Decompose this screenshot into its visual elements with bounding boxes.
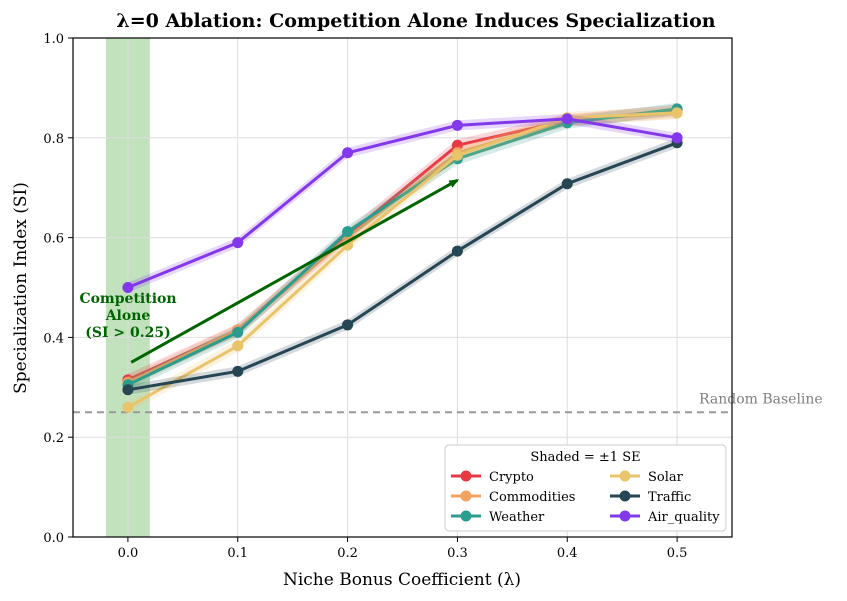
chart-title: λ=0 Ablation: Competition Alone Induces … bbox=[116, 10, 715, 32]
legend-item: Crypto bbox=[451, 470, 534, 485]
y-tick-label: 0.0 bbox=[43, 531, 64, 546]
legend-label: Solar bbox=[648, 470, 684, 485]
series-traffic bbox=[122, 137, 683, 396]
data-point bbox=[232, 237, 244, 249]
plot-frame bbox=[72, 37, 733, 538]
data-point bbox=[342, 226, 354, 238]
series-line bbox=[127, 141, 678, 392]
annotation-text-line: Alone bbox=[105, 308, 151, 324]
axes-layer: 0.0 0.1 0.2 0.3 0.4 0.5 0.0 0.2 0.4 0.6 0.8 1.0 bbox=[43, 32, 733, 561]
legend-label: Crypto bbox=[489, 470, 534, 485]
legend-label: Air_quality bbox=[647, 510, 720, 525]
data-point bbox=[451, 245, 463, 257]
series-air-quality bbox=[122, 113, 683, 293]
data-point bbox=[232, 326, 244, 338]
legend-item: Traffic bbox=[610, 490, 691, 505]
annotation-text-line: Competition bbox=[79, 291, 176, 307]
y-tick-label: 0.4 bbox=[43, 331, 64, 346]
data-point bbox=[122, 384, 134, 396]
random-baseline-label: Random Baseline bbox=[699, 391, 823, 407]
legend-swatch-marker bbox=[460, 510, 472, 522]
series-layer bbox=[122, 102, 683, 414]
legend-item: Commodities bbox=[451, 490, 575, 505]
se-band bbox=[127, 106, 678, 414]
baseline-layer: Random Baseline bbox=[73, 391, 823, 414]
y-tick-label: 1.0 bbox=[43, 32, 64, 47]
data-point bbox=[122, 282, 134, 293]
data-point bbox=[671, 107, 683, 119]
annotation-arrow bbox=[130, 178, 460, 364]
data-point bbox=[342, 319, 354, 331]
data-point bbox=[561, 178, 573, 190]
legend-label: Weather bbox=[489, 510, 545, 525]
series-line bbox=[127, 117, 678, 289]
legend-swatch-marker bbox=[619, 490, 631, 502]
x-tick-label: 0.4 bbox=[557, 546, 578, 561]
annotation-text-line: (SI > 0.25) bbox=[85, 325, 170, 341]
data-point bbox=[232, 365, 244, 377]
legend-swatch-marker bbox=[619, 510, 631, 522]
x-tick-label: 0.0 bbox=[118, 546, 139, 561]
y-axis-label: Specialization Index (SI) bbox=[11, 182, 31, 394]
series-line bbox=[127, 111, 678, 409]
data-point bbox=[122, 401, 134, 413]
data-point bbox=[671, 132, 683, 144]
series-weather bbox=[122, 102, 683, 391]
x-tick-label: 0.5 bbox=[667, 546, 688, 561]
data-point bbox=[451, 149, 463, 161]
legend-label: Commodities bbox=[489, 490, 575, 505]
legend-label: Traffic bbox=[648, 490, 691, 505]
se-band bbox=[127, 102, 678, 391]
legend-title: Shaded = ±1 SE bbox=[530, 450, 640, 465]
x-tick-label: 0.1 bbox=[227, 546, 248, 561]
data-point bbox=[451, 119, 463, 131]
x-tick-label: 0.3 bbox=[447, 546, 468, 561]
data-point bbox=[342, 147, 354, 159]
legend-item: Solar bbox=[610, 470, 684, 485]
series-solar bbox=[122, 106, 683, 414]
y-tick-label: 0.2 bbox=[43, 431, 64, 446]
legend-item: Weather bbox=[451, 510, 545, 525]
legend: Shaded = ±1 SE Crypto Commodities Weather So… bbox=[444, 444, 727, 532]
legend-swatch-marker bbox=[460, 470, 472, 482]
data-point bbox=[232, 340, 244, 352]
legend-box bbox=[444, 444, 727, 532]
data-point bbox=[561, 113, 573, 125]
legend-swatch-marker bbox=[460, 490, 472, 502]
y-tick-label: 0.6 bbox=[43, 232, 64, 247]
se-band bbox=[127, 113, 678, 293]
y-tick-label: 0.8 bbox=[43, 132, 64, 147]
legend-item: Air_quality bbox=[610, 510, 720, 525]
x-axis-label: Niche Bonus Coefficient (λ) bbox=[283, 570, 521, 590]
x-tick-label: 0.2 bbox=[337, 546, 358, 561]
legend-swatch-marker bbox=[619, 470, 631, 482]
